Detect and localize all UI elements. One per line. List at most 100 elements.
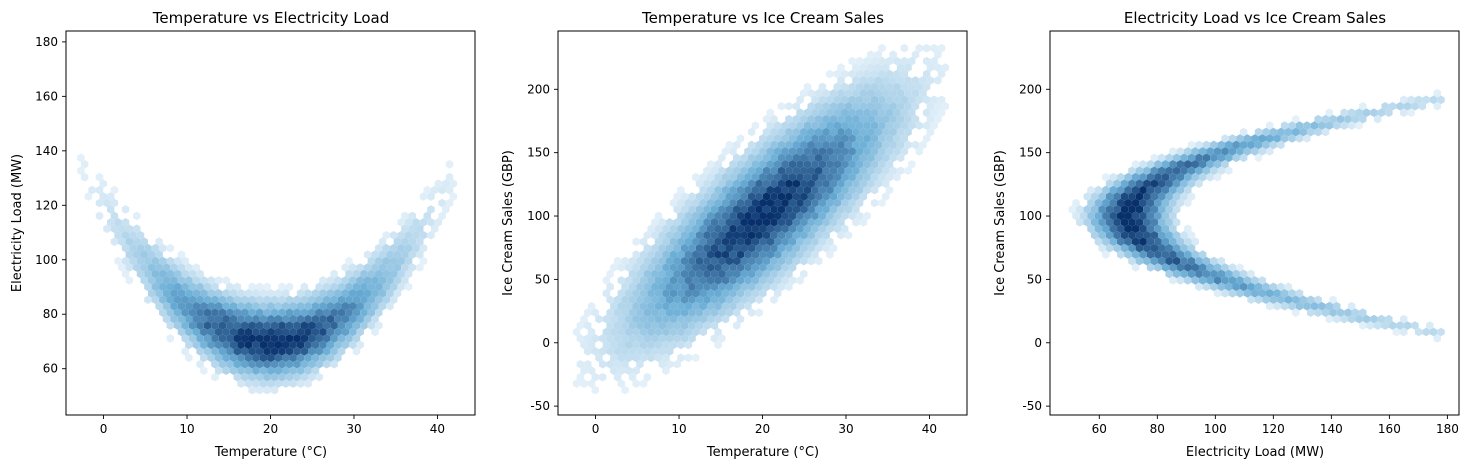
hexbin-cell xyxy=(881,192,890,201)
hexbin-cell xyxy=(680,218,689,227)
hexbin-cell xyxy=(244,379,253,388)
hexbin-cell xyxy=(844,127,853,137)
hexbin-cell xyxy=(881,114,890,124)
hexbin-cell xyxy=(1403,321,1412,330)
hexbin-cell xyxy=(1124,211,1132,221)
hexbin-cell xyxy=(829,166,838,176)
hexbin-cell xyxy=(680,243,689,253)
hexbin-cell xyxy=(770,230,778,240)
hexbin-cell xyxy=(423,211,431,221)
x-tick-label: 80 xyxy=(1150,422,1165,436)
hexbin-cell xyxy=(1206,276,1214,285)
x-tick-label: 30 xyxy=(838,422,853,436)
hexbin-cell xyxy=(144,256,152,266)
hexbin-cell xyxy=(692,211,700,221)
hexbin-cell xyxy=(1329,114,1337,124)
hexbin-cell xyxy=(859,76,868,85)
hexbin-cell xyxy=(766,160,774,169)
hexbin-cell xyxy=(1117,250,1125,259)
hexbin-cell xyxy=(1407,95,1415,105)
hexbin-cell xyxy=(900,82,909,92)
hexbin-cell xyxy=(129,243,137,253)
hexbin-cell xyxy=(1139,172,1147,182)
hexbin-cell xyxy=(1180,269,1188,279)
hexbin-cell xyxy=(855,198,864,208)
hexbin-cell xyxy=(893,134,901,143)
hexbin-cell xyxy=(744,198,752,208)
hexbin-cell xyxy=(1232,269,1240,279)
hexbin-cell xyxy=(330,308,338,317)
hexbin-cell xyxy=(695,230,704,240)
hexbin-cell xyxy=(1243,147,1252,156)
hexbin-cell xyxy=(747,230,756,240)
hexbin-cell xyxy=(733,269,741,279)
hexbin-cell xyxy=(740,256,748,266)
hexbin-cell xyxy=(576,372,585,382)
hexbin-cell xyxy=(147,263,156,272)
x-tick-label: 20 xyxy=(755,422,770,436)
hexbin-cell xyxy=(632,379,640,388)
hexbin-cell xyxy=(300,295,309,305)
hexbin-cell xyxy=(1370,314,1378,324)
hexbin-cell xyxy=(185,340,193,350)
hexbin-cell xyxy=(900,95,909,105)
hexbin-cell xyxy=(703,269,711,279)
hexbin-cell xyxy=(326,327,335,337)
hexbin-cell xyxy=(1128,179,1136,188)
x-tick-label: 160 xyxy=(1378,422,1401,436)
hexbin-cell xyxy=(613,308,622,317)
hexbin-cell xyxy=(1146,263,1155,272)
hexbin-cell xyxy=(792,230,801,240)
hexbin-cell xyxy=(311,289,320,298)
hexbin-cell xyxy=(841,69,849,79)
hexbin-cell xyxy=(1247,140,1255,150)
hexbin-cell xyxy=(352,308,361,317)
hexbin-cell xyxy=(356,314,364,324)
hexbin-cell xyxy=(1228,147,1237,156)
hexbin-cell xyxy=(881,179,890,188)
hexbin-cell xyxy=(1150,218,1158,227)
hexbin-cell xyxy=(1139,185,1147,195)
hexbin-cell xyxy=(800,179,808,188)
hexbin-cell xyxy=(241,347,249,356)
hexbin-cell xyxy=(796,237,804,246)
hexbin-cell xyxy=(587,366,596,375)
hexbin-cell xyxy=(200,366,208,375)
hexbin-cell xyxy=(818,224,827,234)
hexbin-cell xyxy=(1176,198,1185,208)
hexbin-cell xyxy=(874,50,882,59)
hexbin-cell xyxy=(833,172,842,182)
hexbin-cell xyxy=(662,263,670,272)
hexbin-cell xyxy=(259,314,268,324)
hexbin-cell xyxy=(625,289,633,298)
hexbin-cell xyxy=(736,250,745,259)
hexbin-cell xyxy=(773,224,782,234)
hexbin-cell xyxy=(759,211,767,221)
hexbin-cell xyxy=(1284,127,1293,137)
hexbin-cell xyxy=(1105,218,1114,227)
hexbin-cell xyxy=(375,308,383,317)
hexbin-cell xyxy=(1090,218,1099,227)
hexbin-cell xyxy=(818,147,827,156)
hexbin-cell xyxy=(207,314,215,324)
hexbin-cell xyxy=(621,282,629,292)
hexbin-cell xyxy=(211,372,219,382)
y-tick-label: 200 xyxy=(1019,82,1042,96)
hexbin-cell xyxy=(881,127,890,137)
hexbin-cell xyxy=(1165,166,1173,176)
hexbin-cell xyxy=(684,211,693,221)
hexbin-cell xyxy=(1314,127,1322,137)
hexbin-cell xyxy=(826,237,834,246)
hexbin-cell xyxy=(833,95,842,105)
hexbin-cell xyxy=(1377,314,1386,324)
hexbin-cell xyxy=(826,69,834,79)
hexbin-cell xyxy=(95,172,104,182)
hexbin-cell xyxy=(449,179,458,188)
hexbin-cell xyxy=(1102,172,1110,182)
hexbin-cell xyxy=(718,218,726,227)
hexbin-cell xyxy=(874,76,882,85)
hexbin-cell xyxy=(710,230,719,240)
hexbin-cell xyxy=(859,166,868,176)
hexbin-cell xyxy=(714,237,722,246)
hexbin-cell xyxy=(1344,308,1352,317)
